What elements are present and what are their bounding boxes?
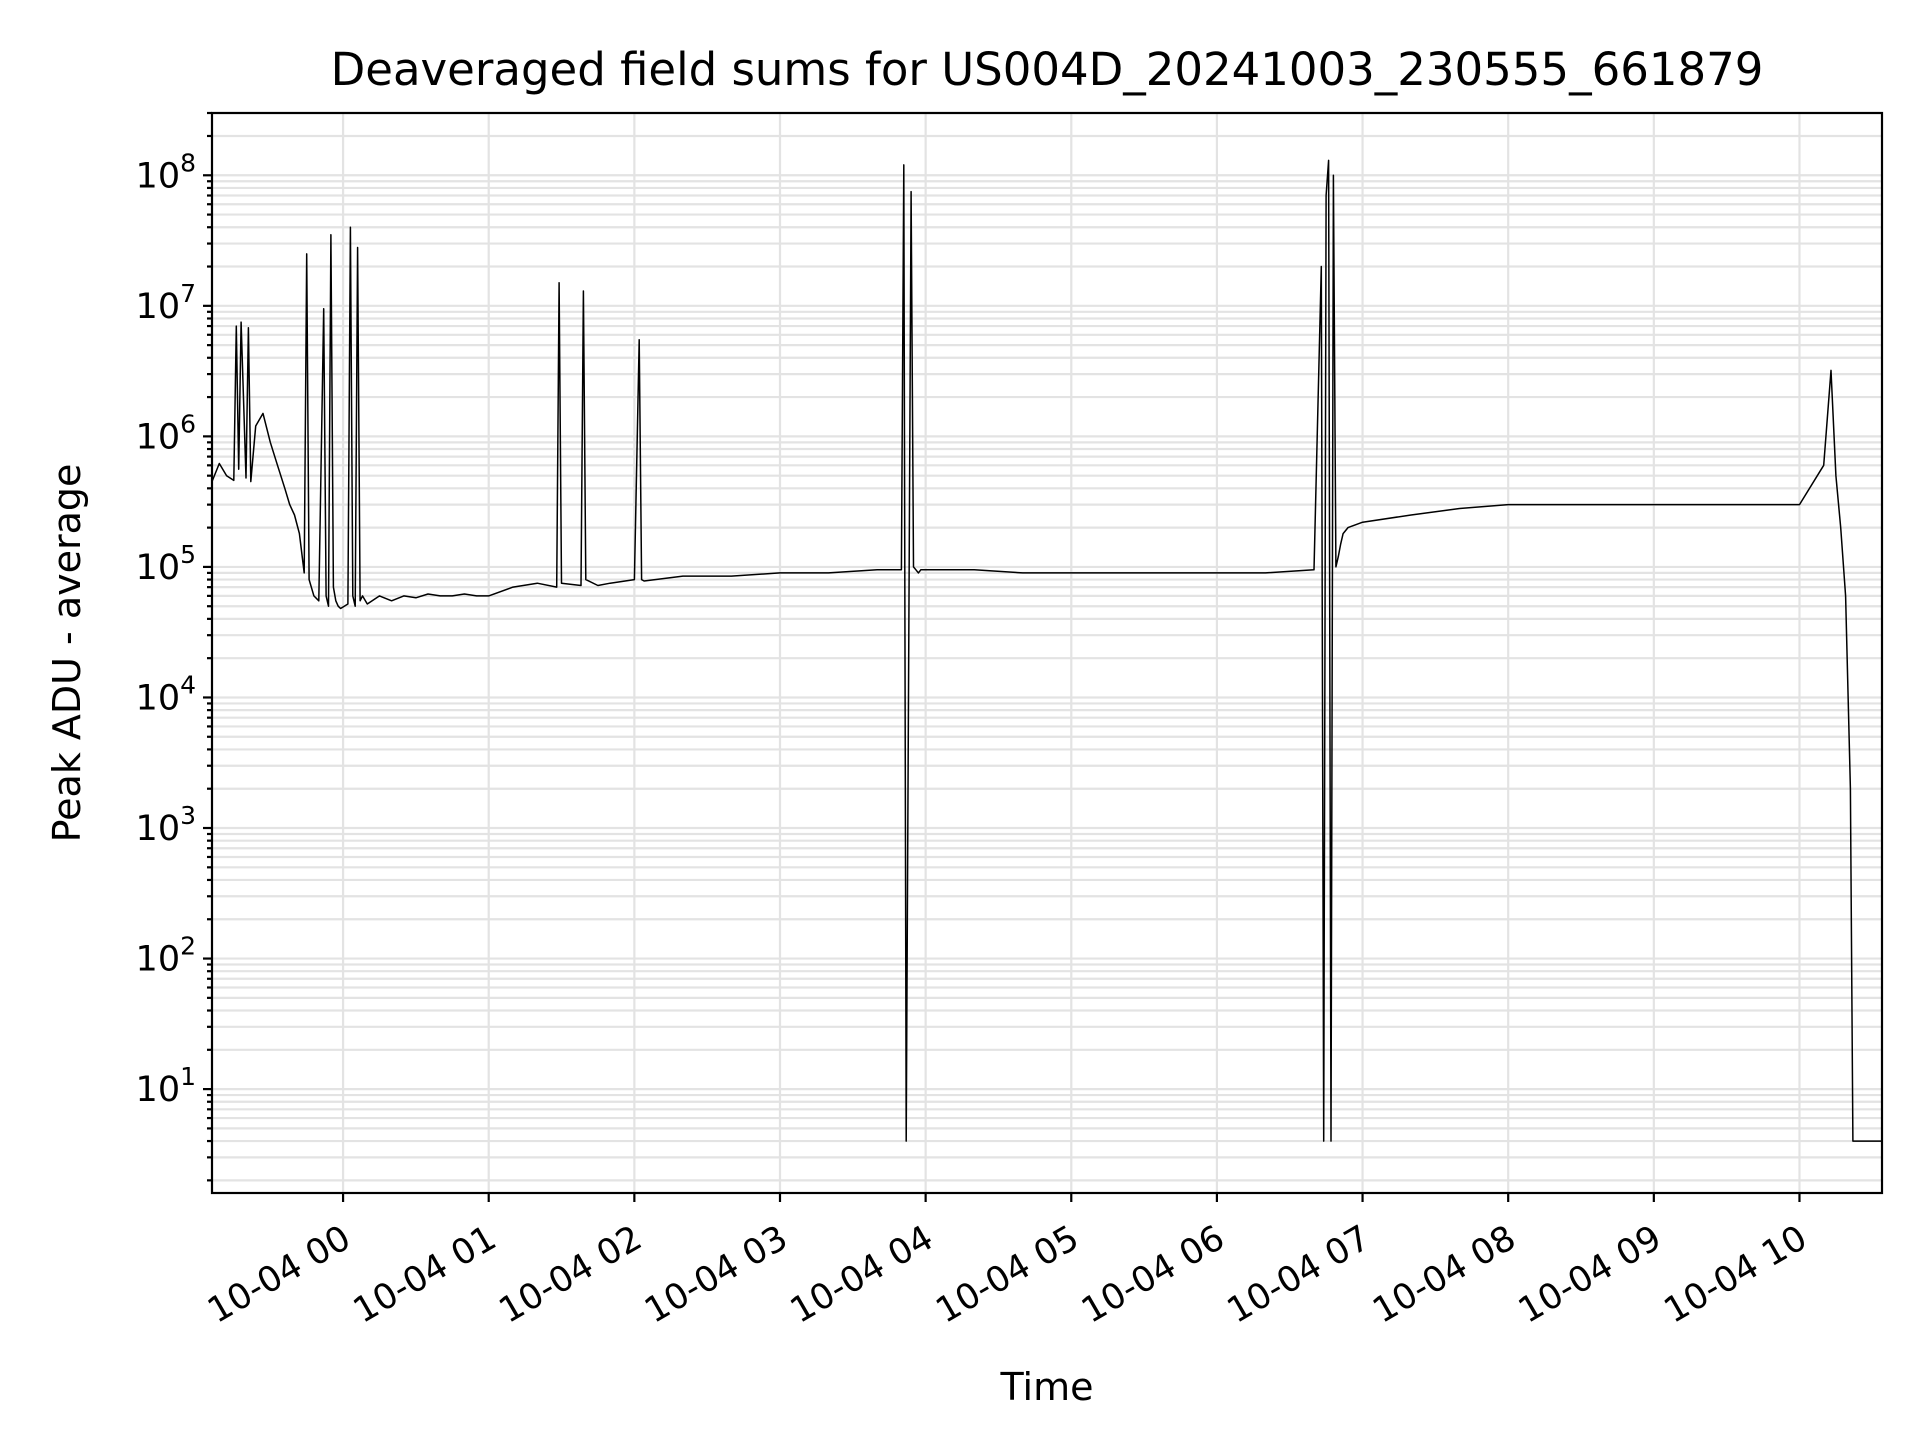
- plot-frame: [210, 111, 1884, 1195]
- y-tick-label: 106: [136, 409, 196, 457]
- series-group: [211, 159, 1882, 1142]
- y-tick-label: 107: [136, 279, 196, 327]
- y-tick-label: 108: [136, 148, 196, 196]
- x-axis-label: Time: [1000, 1365, 1094, 1409]
- y-tick-labels: 101 102 103 104 105 106 107 108: [136, 148, 196, 1110]
- series-line: [211, 159, 1882, 1142]
- y-tick-label: 101: [136, 1062, 196, 1110]
- y-axis-label: Peak ADU - average: [45, 464, 89, 843]
- y-tick-label: 102: [136, 932, 196, 980]
- y-tick-label: 105: [136, 540, 196, 588]
- y-tick-label: 103: [136, 801, 196, 849]
- grid: [212, 111, 1882, 1193]
- ticks: [203, 111, 1801, 1202]
- chart-title: Deaveraged field sums for US004D_2024100…: [331, 43, 1764, 96]
- y-tick-label: 104: [136, 670, 196, 718]
